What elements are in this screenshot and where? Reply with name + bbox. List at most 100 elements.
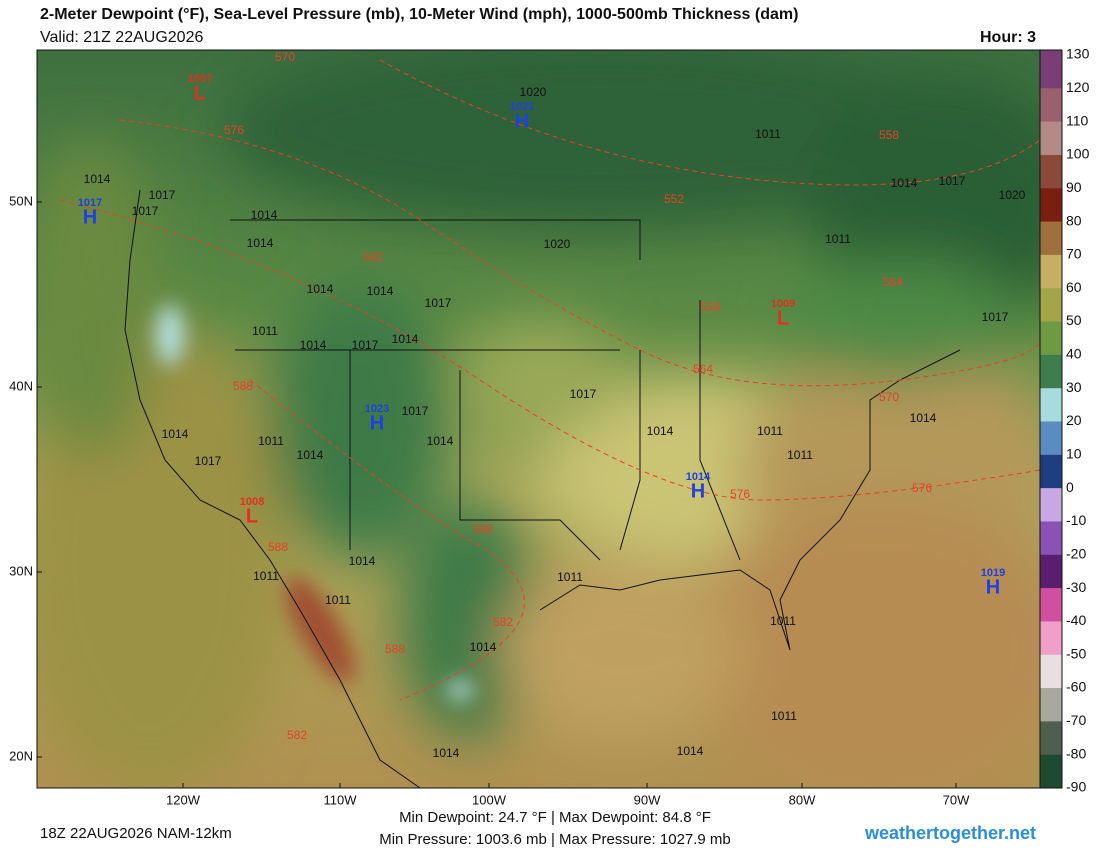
center-pressure: 1019 xyxy=(981,567,1005,579)
isobar-label: 1011 xyxy=(253,569,279,583)
thickness-label: 588 xyxy=(385,642,405,656)
map xyxy=(37,50,1040,788)
isobar-label: 1020 xyxy=(999,188,1026,202)
isobar-label: 1011 xyxy=(258,434,284,448)
colorbar-tick-label: 40 xyxy=(1066,346,1082,362)
center-pressure: 1008 xyxy=(240,496,264,508)
colorbar-segment xyxy=(1040,621,1062,656)
colorbar-tick-label: 80 xyxy=(1066,212,1082,228)
isobar-label: 1011 xyxy=(770,614,796,628)
isobar-label: 1011 xyxy=(325,593,351,607)
isobar-label: 1017 xyxy=(352,338,379,352)
center-pressure: 1017 xyxy=(78,197,102,209)
colorbar-tick-label: -70 xyxy=(1066,712,1086,728)
colorbar-segment xyxy=(1040,188,1062,223)
center-pressure: 1014 xyxy=(686,471,711,483)
thickness-label: 558 xyxy=(879,128,899,142)
lat-label: 50N xyxy=(9,193,33,208)
isobar-label: 1014 xyxy=(251,208,278,222)
colorbar-segment xyxy=(1040,121,1062,156)
center-letter: H xyxy=(370,412,384,434)
isobar-label: 1014 xyxy=(427,434,454,448)
colorbar-tick-label: 120 xyxy=(1066,79,1090,95)
colorbar-segment xyxy=(1040,688,1062,722)
thickness-label: 558 xyxy=(700,300,720,314)
isobar-label: 1014 xyxy=(470,640,497,654)
center-pressure: 1023 xyxy=(365,403,389,415)
lon-label: 120W xyxy=(166,792,201,807)
lat-label: 30N xyxy=(9,563,33,578)
center-letter: H xyxy=(83,206,97,228)
isobar-label: 1014 xyxy=(392,332,419,346)
thickness-label: 570 xyxy=(879,390,899,404)
lon-label: 70W xyxy=(943,792,970,807)
colorbar-tick-label: 70 xyxy=(1066,246,1082,262)
isobar-label: 1017 xyxy=(402,404,429,418)
thickness-label: 588 xyxy=(473,522,493,536)
valid-time: Valid: 21Z 22AUG2026 xyxy=(40,29,203,46)
thickness-label: 582 xyxy=(363,250,383,264)
lat-label: 40N xyxy=(9,378,33,393)
colorbar-segment xyxy=(1040,321,1062,356)
isobar-label: 1014 xyxy=(300,338,327,352)
thickness-label: 582 xyxy=(287,728,307,742)
forecast-hour: Hour: 3 xyxy=(980,29,1036,46)
colorbar-tick-label: 100 xyxy=(1066,146,1090,162)
colorbar-tick-label: 30 xyxy=(1066,379,1082,395)
colorbar-frame xyxy=(1039,49,1063,789)
colorbar-segment xyxy=(1040,588,1062,622)
colorbar-segment xyxy=(1040,88,1062,123)
center-letter: L xyxy=(777,307,789,329)
isobar-label: 1011 xyxy=(787,448,813,462)
isobar-label: 1017 xyxy=(195,454,222,468)
colorbar-tick-label: -30 xyxy=(1066,579,1086,595)
colorbar-tick-label: -90 xyxy=(1066,779,1086,795)
isobar-label: 1014 xyxy=(297,448,324,462)
center-letter: H xyxy=(986,576,1000,598)
isobar-label: 1014 xyxy=(891,176,918,190)
lon-label: 100W xyxy=(472,792,507,807)
center-letter: L xyxy=(246,505,258,527)
colorbar-tick-label: 90 xyxy=(1066,179,1082,195)
isobar-label: 1014 xyxy=(647,424,674,438)
lon-label: 90W xyxy=(634,792,661,807)
isobar-label: 1014 xyxy=(433,746,460,760)
isobar-label: 1020 xyxy=(544,237,571,251)
map-labels: 1007L1017H1021H1009L1023H1014H1008L1019H… xyxy=(78,50,1026,760)
isobar-label: 1011 xyxy=(757,424,783,438)
center-letter: H xyxy=(691,480,705,502)
colorbar-tick-label: -20 xyxy=(1066,545,1086,561)
title: 2-Meter Dewpoint (°F), Sea-Level Pressur… xyxy=(40,6,798,23)
colorbar-segment xyxy=(1040,55,1062,89)
colorbar-segment xyxy=(1040,154,1062,189)
isobar-label: 1011 xyxy=(771,709,797,723)
colorbar-segment xyxy=(1040,521,1062,556)
colorbar-tick-label: -40 xyxy=(1066,612,1086,628)
isobar-label: 1011 xyxy=(825,232,851,246)
thickness-label: 570 xyxy=(275,50,295,64)
thickness-label: 588 xyxy=(233,379,253,393)
colorbar-tick-label: -60 xyxy=(1066,679,1086,695)
colorbar-segment xyxy=(1040,554,1062,589)
isobar-label: 1014 xyxy=(247,236,274,250)
thickness-label: 576 xyxy=(224,123,244,137)
thickness-label: 588 xyxy=(268,540,288,554)
isobar-label: 1014 xyxy=(307,282,334,296)
colorbar-tick-label: 10 xyxy=(1066,446,1082,462)
center-letter: L xyxy=(194,82,206,104)
isobar-label: 1017 xyxy=(132,204,159,218)
lat-label: 20N xyxy=(9,748,33,763)
colorbar-tick-label: -80 xyxy=(1066,745,1086,761)
lon-label: 80W xyxy=(789,792,816,807)
isobar-label: 1020 xyxy=(520,85,547,99)
colorbar-top-cap xyxy=(1040,50,1062,55)
center-pressure: 1007 xyxy=(188,73,212,85)
isobar-label: 1011 xyxy=(252,324,278,338)
thickness-label: 582 xyxy=(493,615,513,629)
colorbar-tick-label: -50 xyxy=(1066,645,1086,661)
colorbar-segment xyxy=(1040,754,1062,789)
isobar-label: 1014 xyxy=(910,411,937,425)
lon-label: 110W xyxy=(324,792,358,807)
isobar-label: 1014 xyxy=(84,172,111,186)
